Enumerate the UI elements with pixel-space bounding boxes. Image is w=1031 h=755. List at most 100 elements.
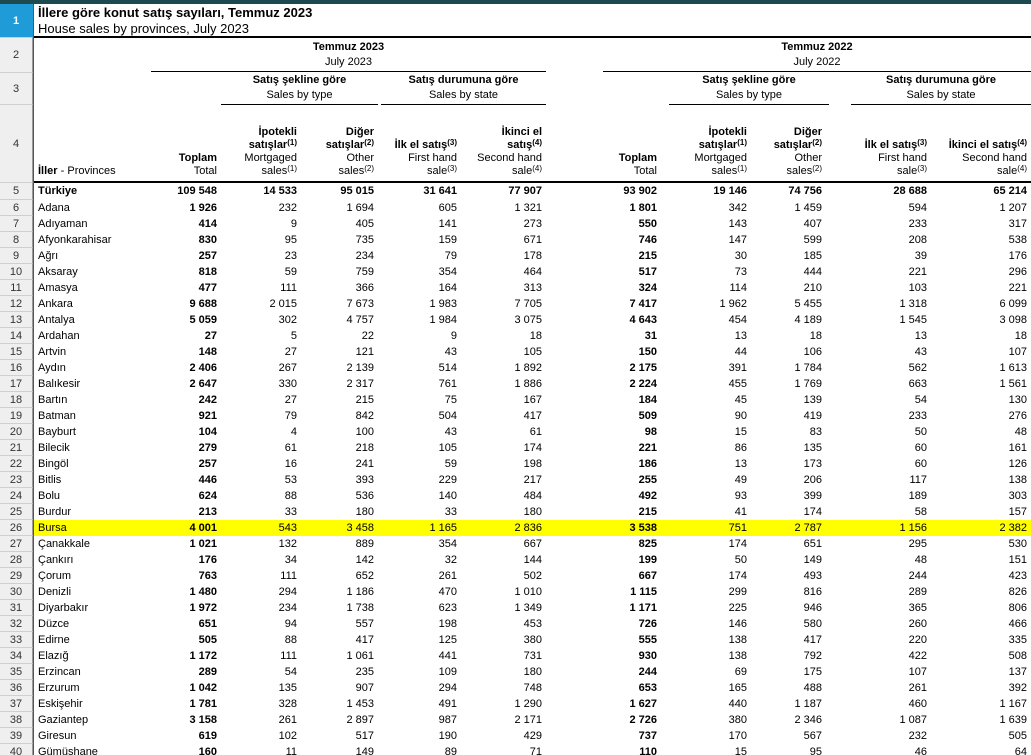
row-number[interactable]: 36 bbox=[0, 680, 33, 696]
value-cell[interactable]: 2 139 bbox=[346, 362, 374, 374]
value-cell[interactable]: 144 bbox=[523, 554, 542, 566]
row-number[interactable]: 28 bbox=[0, 552, 33, 568]
value-cell[interactable]: 229 bbox=[438, 474, 457, 486]
value-cell[interactable]: 141 bbox=[438, 218, 457, 230]
value-cell[interactable]: 407 bbox=[803, 218, 822, 230]
value-cell[interactable]: 79 bbox=[284, 410, 297, 422]
value-cell[interactable]: 557 bbox=[355, 618, 374, 630]
value-cell[interactable]: 514 bbox=[438, 362, 457, 374]
row-number[interactable]: 19 bbox=[0, 408, 33, 424]
value-cell[interactable]: 257 bbox=[198, 250, 217, 262]
province-cell[interactable]: Çanakkale bbox=[38, 538, 90, 550]
col-header-secondhand-2022[interactable]: İkinci el satış(4) Second hand sale(4) bbox=[948, 138, 1027, 178]
row-number[interactable]: 8 bbox=[0, 232, 33, 248]
value-cell[interactable]: 289 bbox=[908, 586, 927, 598]
value-cell[interactable]: 1 545 bbox=[899, 314, 927, 326]
value-cell[interactable]: 164 bbox=[438, 282, 457, 294]
value-cell[interactable]: 43 bbox=[444, 426, 457, 438]
value-cell[interactable]: 54 bbox=[284, 666, 297, 678]
row-number[interactable]: 35 bbox=[0, 664, 33, 680]
value-cell[interactable]: 9 bbox=[290, 218, 297, 230]
value-cell[interactable]: 667 bbox=[523, 538, 542, 550]
value-cell[interactable]: 417 bbox=[355, 634, 374, 646]
value-cell[interactable]: 517 bbox=[355, 730, 374, 742]
value-cell[interactable]: 43 bbox=[444, 346, 457, 358]
value-cell[interactable]: 221 bbox=[638, 442, 657, 454]
value-cell[interactable]: 517 bbox=[638, 266, 657, 278]
row-number[interactable]: 3 bbox=[0, 73, 33, 105]
value-cell[interactable]: 105 bbox=[438, 442, 457, 454]
value-cell[interactable]: 14 533 bbox=[263, 185, 297, 197]
province-cell[interactable]: Gümüşhane bbox=[38, 746, 98, 755]
province-cell[interactable]: Amasya bbox=[38, 282, 78, 294]
value-cell[interactable]: 763 bbox=[198, 570, 217, 582]
row-number[interactable]: 15 bbox=[0, 344, 33, 360]
value-cell[interactable]: 2 787 bbox=[794, 522, 822, 534]
value-cell[interactable]: 299 bbox=[728, 586, 747, 598]
value-cell[interactable]: 444 bbox=[803, 266, 822, 278]
value-cell[interactable]: 173 bbox=[803, 458, 822, 470]
value-cell[interactable]: 289 bbox=[198, 666, 217, 678]
province-cell[interactable]: Bolu bbox=[38, 490, 61, 502]
value-cell[interactable]: 466 bbox=[1008, 618, 1027, 630]
value-cell[interactable]: 1 453 bbox=[346, 698, 374, 710]
value-cell[interactable]: 5 bbox=[290, 330, 297, 342]
value-cell[interactable]: 86 bbox=[734, 442, 747, 454]
value-cell[interactable]: 221 bbox=[1008, 282, 1027, 294]
value-cell[interactable]: 93 bbox=[734, 490, 747, 502]
province-cell[interactable]: Erzincan bbox=[38, 666, 81, 678]
value-cell[interactable]: 1 984 bbox=[429, 314, 457, 326]
value-cell[interactable]: 93 902 bbox=[623, 185, 657, 197]
value-cell[interactable]: 417 bbox=[803, 634, 822, 646]
value-cell[interactable]: 419 bbox=[803, 410, 822, 422]
title-block[interactable]: İllere göre konut satış sayıları, Temmuz… bbox=[34, 4, 1031, 38]
value-cell[interactable]: 217 bbox=[523, 474, 542, 486]
value-cell[interactable]: 1 561 bbox=[999, 378, 1027, 390]
value-cell[interactable]: 157 bbox=[1008, 506, 1027, 518]
col-header-other-2023[interactable]: Diğer satışlar(2) Other sales(2) bbox=[325, 126, 374, 177]
value-cell[interactable]: 391 bbox=[728, 362, 747, 374]
value-cell[interactable]: 317 bbox=[1008, 218, 1027, 230]
value-cell[interactable]: 242 bbox=[198, 394, 217, 406]
value-cell[interactable]: 1 115 bbox=[630, 586, 657, 598]
value-cell[interactable]: 1 187 bbox=[794, 698, 822, 710]
value-cell[interactable]: 508 bbox=[1008, 650, 1027, 662]
value-cell[interactable]: 9 bbox=[450, 330, 457, 342]
value-cell[interactable]: 1 769 bbox=[794, 378, 822, 390]
value-cell[interactable]: 1 171 bbox=[629, 602, 657, 614]
row-number[interactable]: 32 bbox=[0, 616, 33, 632]
value-cell[interactable]: 261 bbox=[438, 570, 457, 582]
col-header-total-2022[interactable]: Toplam Total bbox=[618, 152, 657, 177]
row-number[interactable]: 4 bbox=[0, 105, 33, 183]
value-cell[interactable]: 414 bbox=[198, 218, 217, 230]
value-cell[interactable]: 151 bbox=[1008, 554, 1027, 566]
value-cell[interactable]: 126 bbox=[1008, 458, 1027, 470]
row-number[interactable]: 7 bbox=[0, 216, 33, 232]
row-number[interactable]: 5 bbox=[0, 183, 33, 200]
period-header-2023[interactable]: Temmuz 2023 July 2023 bbox=[151, 40, 546, 72]
value-cell[interactable]: 2 406 bbox=[189, 362, 217, 374]
value-cell[interactable]: 95 bbox=[809, 746, 822, 755]
row-number[interactable]: 29 bbox=[0, 568, 33, 584]
value-cell[interactable]: 580 bbox=[803, 618, 822, 630]
value-cell[interactable]: 1 318 bbox=[899, 298, 927, 310]
row-number[interactable]: 23 bbox=[0, 472, 33, 488]
value-cell[interactable]: 94 bbox=[284, 618, 297, 630]
value-cell[interactable]: 1 290 bbox=[514, 698, 542, 710]
value-cell[interactable]: 180 bbox=[523, 666, 542, 678]
value-cell[interactable]: 946 bbox=[803, 602, 822, 614]
province-cell[interactable]: Bitlis bbox=[38, 474, 62, 486]
row-number[interactable]: 38 bbox=[0, 712, 33, 728]
row-number[interactable]: 22 bbox=[0, 456, 33, 472]
value-cell[interactable]: 218 bbox=[355, 442, 374, 454]
value-cell[interactable]: 132 bbox=[278, 538, 297, 550]
value-cell[interactable]: 491 bbox=[438, 698, 457, 710]
value-cell[interactable]: 446 bbox=[198, 474, 217, 486]
province-cell[interactable]: Bursa bbox=[38, 522, 67, 534]
value-cell[interactable]: 111 bbox=[280, 570, 297, 582]
province-cell[interactable]: Afyonkarahisar bbox=[38, 234, 112, 246]
province-cell[interactable]: Ardahan bbox=[38, 330, 80, 342]
value-cell[interactable]: 1 061 bbox=[346, 650, 374, 662]
province-cell[interactable]: Düzce bbox=[38, 618, 70, 630]
row-number[interactable]: 25 bbox=[0, 504, 33, 520]
